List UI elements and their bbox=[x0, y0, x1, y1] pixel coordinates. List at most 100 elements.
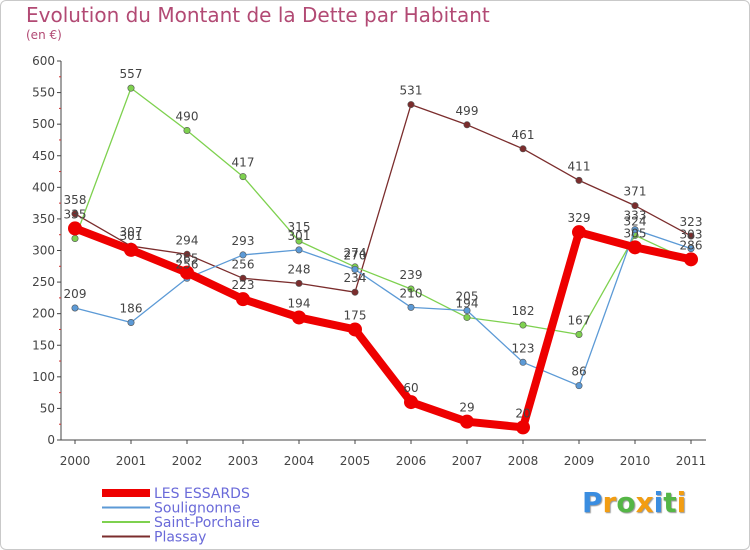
data-label-plassay: 234 bbox=[344, 271, 367, 285]
x-tick-label: 2001 bbox=[116, 454, 147, 468]
data-point-saint-porchaire bbox=[71, 234, 79, 242]
data-point-saint-porchaire bbox=[127, 84, 135, 92]
chart-title: Evolution du Montant de la Dette par Hab… bbox=[26, 3, 490, 27]
data-point-plassay bbox=[295, 279, 303, 287]
data-label-plassay: 371 bbox=[624, 185, 647, 199]
data-point-plassay bbox=[239, 274, 247, 282]
data-label-saint-porchaire: 490 bbox=[176, 109, 199, 123]
x-tick-label: 2004 bbox=[284, 454, 315, 468]
y-tick-label: 450 bbox=[32, 149, 55, 163]
data-point-soulignonne bbox=[295, 246, 303, 254]
legend-label-soulignonne: Soulignonne bbox=[154, 501, 241, 517]
data-label-soulignonne: 270 bbox=[344, 248, 367, 262]
data-label-les-essards: 265 bbox=[176, 252, 199, 266]
data-label-soulignonne: 86 bbox=[571, 365, 586, 379]
data-label-saint-porchaire: 557 bbox=[120, 67, 143, 81]
data-label-saint-porchaire: 324 bbox=[624, 214, 647, 228]
data-label-plassay: 461 bbox=[512, 128, 535, 142]
data-point-saint-porchaire bbox=[183, 126, 191, 134]
data-point-les-essards bbox=[124, 242, 138, 257]
data-point-saint-porchaire bbox=[575, 331, 583, 339]
data-label-plassay: 256 bbox=[232, 257, 255, 271]
data-point-les-essards bbox=[460, 414, 474, 429]
data-label-plassay: 358 bbox=[64, 193, 87, 207]
data-label-soulignonne: 303 bbox=[680, 228, 703, 242]
y-tick-label: 200 bbox=[32, 307, 55, 321]
data-label-les-essards: 301 bbox=[120, 229, 143, 243]
data-point-les-essards bbox=[404, 395, 418, 410]
legend-label-saint-porchaire: Saint-Porchaire bbox=[154, 515, 260, 531]
data-label-plassay: 499 bbox=[456, 104, 479, 118]
data-point-plassay bbox=[407, 101, 415, 109]
data-point-soulignonne bbox=[407, 303, 415, 311]
y-tick-label: 0 bbox=[47, 433, 55, 447]
data-point-soulignonne bbox=[239, 251, 247, 259]
data-label-soulignonne: 210 bbox=[400, 286, 423, 300]
data-label-les-essards: 175 bbox=[344, 308, 367, 322]
data-point-soulignonne bbox=[127, 319, 135, 327]
y-tick-label: 350 bbox=[32, 212, 55, 226]
data-label-les-essards: 223 bbox=[232, 278, 255, 292]
x-tick-label: 2011 bbox=[676, 454, 707, 468]
logo-letter: r bbox=[602, 486, 617, 519]
x-tick-label: 2006 bbox=[396, 454, 427, 468]
logo-letter: x bbox=[635, 486, 654, 519]
x-tick-label: 2003 bbox=[228, 454, 259, 468]
series-line-les-essards bbox=[71, 224, 695, 432]
legend-label-plassay: Plassay bbox=[154, 530, 206, 546]
data-point-les-essards bbox=[292, 310, 306, 325]
x-tick-label: 2010 bbox=[620, 454, 651, 468]
x-tick-label: 2002 bbox=[172, 454, 203, 468]
data-point-soulignonne bbox=[71, 304, 79, 312]
data-point-soulignonne bbox=[575, 382, 583, 390]
data-point-les-essards bbox=[516, 420, 530, 435]
chart-legend: LES ESSARDSSoulignonneSaint-PorchairePla… bbox=[102, 486, 260, 546]
data-point-plassay bbox=[463, 121, 471, 129]
data-label-les-essards: 286 bbox=[680, 238, 703, 252]
data-point-saint-porchaire bbox=[407, 285, 415, 293]
proxiti-logo: Proxiti bbox=[582, 486, 686, 519]
data-label-soulignonne: 301 bbox=[288, 229, 311, 243]
data-label-les-essards: 20 bbox=[515, 406, 530, 420]
data-label-plassay: 323 bbox=[680, 215, 703, 229]
data-point-plassay bbox=[71, 210, 79, 218]
data-point-saint-porchaire bbox=[463, 313, 471, 321]
data-label-saint-porchaire: 194 bbox=[456, 296, 479, 310]
y-tick-label: 500 bbox=[32, 117, 55, 131]
logo-letter: i bbox=[676, 486, 687, 519]
data-point-les-essards bbox=[348, 322, 362, 337]
logo-letter: o bbox=[616, 486, 636, 519]
data-point-soulignonne bbox=[351, 265, 359, 273]
data-label-les-essards: 335 bbox=[64, 207, 87, 221]
y-tick-label: 100 bbox=[32, 370, 55, 384]
y-tick-label: 600 bbox=[32, 54, 55, 68]
data-label-plassay: 531 bbox=[400, 84, 423, 98]
series-line-saint-porchaire bbox=[74, 87, 692, 336]
data-label-les-essards: 29 bbox=[459, 401, 474, 415]
data-point-soulignonne bbox=[463, 307, 471, 315]
data-point-plassay bbox=[183, 250, 191, 258]
logo-letter: P bbox=[582, 486, 603, 519]
data-point-plassay bbox=[519, 145, 527, 153]
data-label-saint-porchaire: 182 bbox=[512, 304, 535, 318]
series-line-plassay bbox=[74, 103, 692, 293]
chart-data-labels: 358 307 294 256 248 234 531 499 461 411 371 323 557 4… bbox=[64, 67, 703, 420]
data-point-les-essards bbox=[572, 225, 586, 240]
y-tick-label: 250 bbox=[32, 275, 55, 289]
data-label-les-essards: 60 bbox=[403, 381, 418, 395]
data-label-saint-porchaire: 274 bbox=[344, 246, 367, 260]
legend-label-les-essards: LES ESSARDS bbox=[154, 486, 250, 502]
data-point-les-essards bbox=[628, 240, 642, 255]
data-label-plassay: 294 bbox=[176, 233, 199, 247]
y-tick-label: 300 bbox=[32, 244, 55, 258]
data-point-les-essards bbox=[180, 265, 194, 280]
data-label-soulignonne: 256 bbox=[176, 257, 199, 271]
y-tick-label: 150 bbox=[32, 338, 55, 352]
chart-axes: 0 50 100 150 200 250 300 350 400 450 500 550 600 2000… bbox=[32, 54, 706, 468]
data-label-saint-porchaire: 167 bbox=[568, 314, 591, 328]
data-label-plassay: 307 bbox=[120, 225, 143, 239]
logo-letter: i bbox=[653, 486, 664, 519]
x-tick-label: 2000 bbox=[60, 454, 91, 468]
data-label-saint-porchaire: 315 bbox=[288, 220, 311, 234]
